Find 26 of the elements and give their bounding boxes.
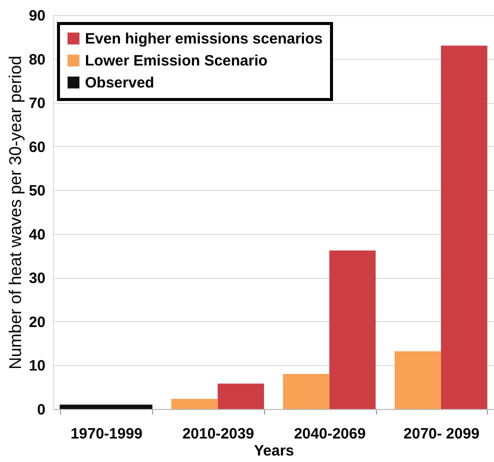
bar <box>171 398 218 409</box>
y-tick-label: 10 <box>28 358 46 375</box>
legend-label: Even higher emissions scenarios <box>85 30 323 48</box>
x-tick-label: 2040-2069 <box>294 426 366 442</box>
y-tick-label: 0 <box>37 402 46 418</box>
x-axis-title: Years <box>254 442 294 460</box>
x-tick-label: 2070- 2099 <box>404 426 480 442</box>
y-tick-label: 90 <box>28 8 46 24</box>
y-axis-title: Number of heat waves per 30-year period <box>6 56 25 370</box>
x-tick-label: 1970-1999 <box>70 426 142 442</box>
y-tick-label: 20 <box>28 314 46 331</box>
y-tick-label: 50 <box>28 182 46 200</box>
bar <box>282 374 330 409</box>
y-tick-label: 80 <box>28 51 46 68</box>
bar <box>218 384 264 409</box>
x-tick-label: 2010-2039 <box>182 426 254 442</box>
y-tick-label: 40 <box>28 226 46 244</box>
bar <box>394 351 441 409</box>
bar <box>60 404 152 409</box>
legend-label: Lower Emission Scenario <box>85 52 268 70</box>
y-tick-label: 60 <box>28 138 46 156</box>
y-tick-label: 70 <box>28 95 46 112</box>
bar <box>440 46 488 409</box>
legend-label: Observed <box>85 74 154 92</box>
y-tick-label: 30 <box>28 270 46 288</box>
bar <box>329 250 376 409</box>
